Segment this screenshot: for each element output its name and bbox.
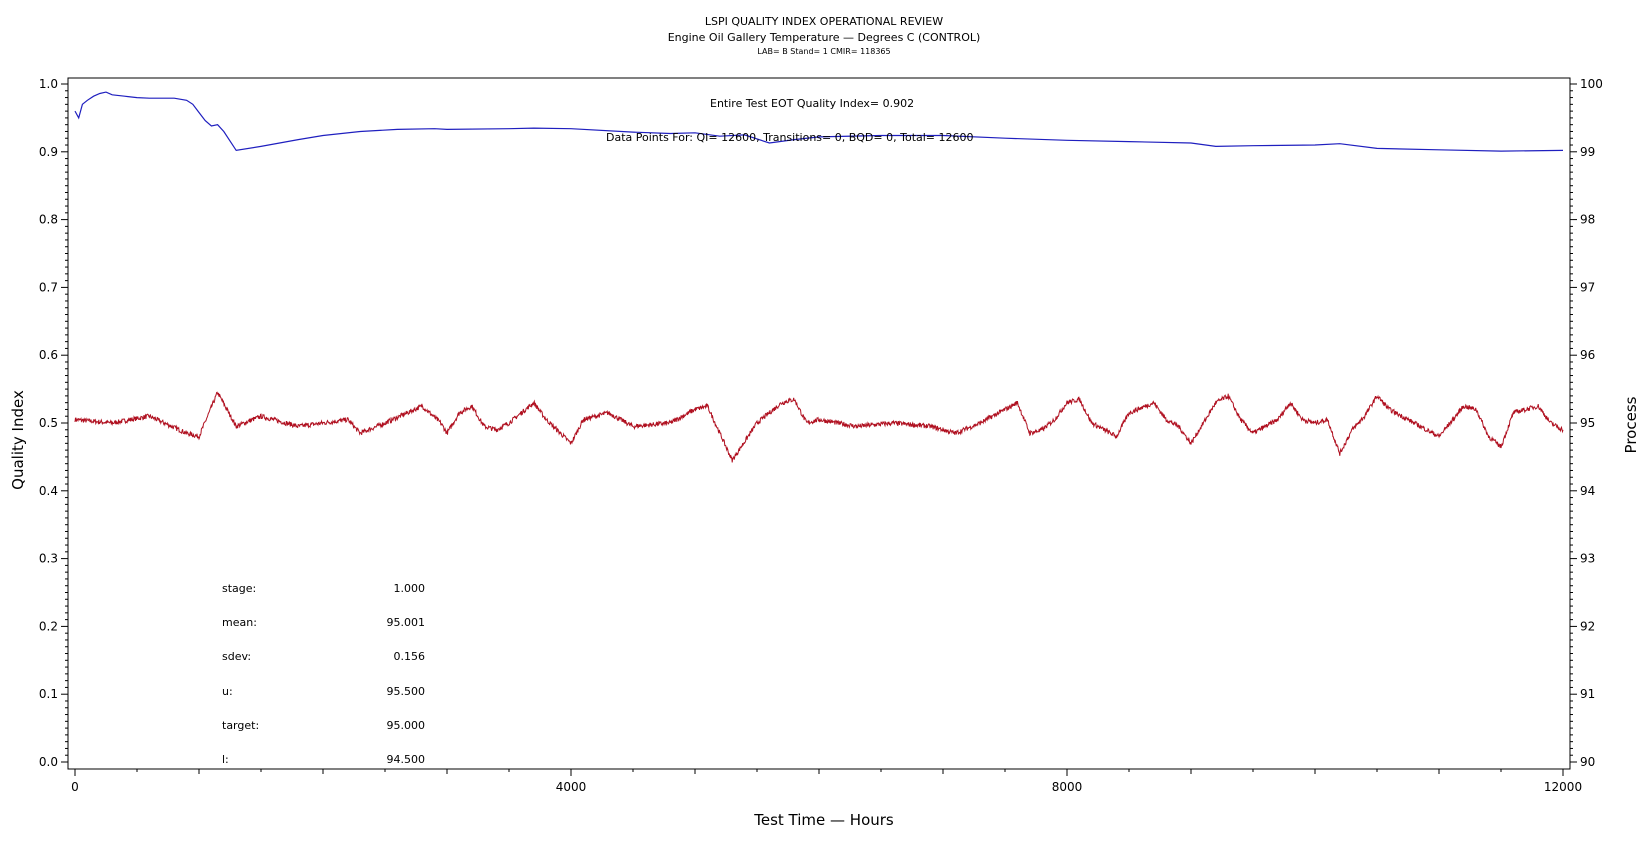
- y-tick-label: 0.5: [39, 416, 58, 430]
- y-tick-label: 0.3: [39, 552, 58, 566]
- x-tick-label: 8000: [1052, 780, 1083, 794]
- stat-value: 1.000: [394, 582, 426, 595]
- x-tick-label: 4000: [556, 780, 587, 794]
- stat-value: 95.500: [387, 685, 426, 698]
- x-tick-label: 12000: [1544, 780, 1582, 794]
- y-axis-label: Quality Index: [9, 390, 27, 490]
- chart-subtitle: Engine Oil Gallery Temperature — Degrees…: [668, 31, 981, 44]
- y2-tick-label: 99: [1580, 145, 1595, 159]
- stat-value: 95.000: [387, 719, 426, 732]
- y-tick-label: 0.4: [39, 484, 58, 498]
- x-axis-label: Test Time — Hours: [753, 811, 894, 829]
- stat-label: stage:: [222, 582, 256, 595]
- x-tick-label: 0: [71, 780, 79, 794]
- stat-value: 95.001: [387, 616, 426, 629]
- stat-label: mean:: [222, 616, 257, 629]
- chart-subtitle-2: LAB= B Stand= 1 CMIR= 118365: [757, 47, 890, 56]
- stat-value: 0.156: [394, 650, 426, 663]
- y2-tick-label: 98: [1580, 213, 1595, 227]
- chart-title: LSPI QUALITY INDEX OPERATIONAL REVIEW: [705, 15, 943, 28]
- stat-label: target:: [222, 719, 259, 732]
- y-tick-label: 0.9: [39, 145, 58, 159]
- y2-tick-label: 90: [1580, 755, 1595, 769]
- y2-tick-label: 93: [1580, 552, 1595, 566]
- y-tick-label: 0.0: [39, 755, 58, 769]
- process-series-line: [74, 391, 1564, 463]
- y-tick-label: 0.1: [39, 687, 58, 701]
- y2-tick-label: 92: [1580, 619, 1595, 633]
- quality-index-annotation: Entire Test EOT Quality Index= 0.902: [710, 97, 914, 110]
- y-tick-label: 0.6: [39, 348, 58, 362]
- stat-label: sdev:: [222, 650, 251, 663]
- y-tick-label: 0.7: [39, 280, 58, 294]
- stat-value: 94.500: [387, 753, 426, 766]
- data-points-annotation: Data Points For: QI= 12600, Transitions=…: [606, 131, 974, 144]
- y2-axis-label: Process: [1622, 396, 1640, 453]
- y2-tick-label: 100: [1580, 77, 1603, 91]
- y-tick-label: 0.2: [39, 619, 58, 633]
- series-layer: [74, 91, 1564, 463]
- axes: 0.0 0.1 0.2 0.3 0.4 0.5 0.6 0.7 0.8 0.9 1.0 90 91 92 9…: [39, 77, 1603, 794]
- y2-tick-label: 91: [1580, 687, 1595, 701]
- stat-label: l:: [222, 753, 229, 766]
- y2-tick-label: 95: [1580, 416, 1595, 430]
- y2-tick-label: 94: [1580, 484, 1595, 498]
- y-tick-label: 0.8: [39, 213, 58, 227]
- quality-index-series-line: [74, 91, 1564, 152]
- y2-tick-label: 97: [1580, 280, 1595, 294]
- stat-label: u:: [222, 685, 233, 698]
- stats-table: stage: 1.000 mean: 95.001 sdev: 0.156 u:…: [222, 582, 425, 766]
- y-tick-label: 1.0: [39, 77, 58, 91]
- y2-tick-label: 96: [1580, 348, 1595, 362]
